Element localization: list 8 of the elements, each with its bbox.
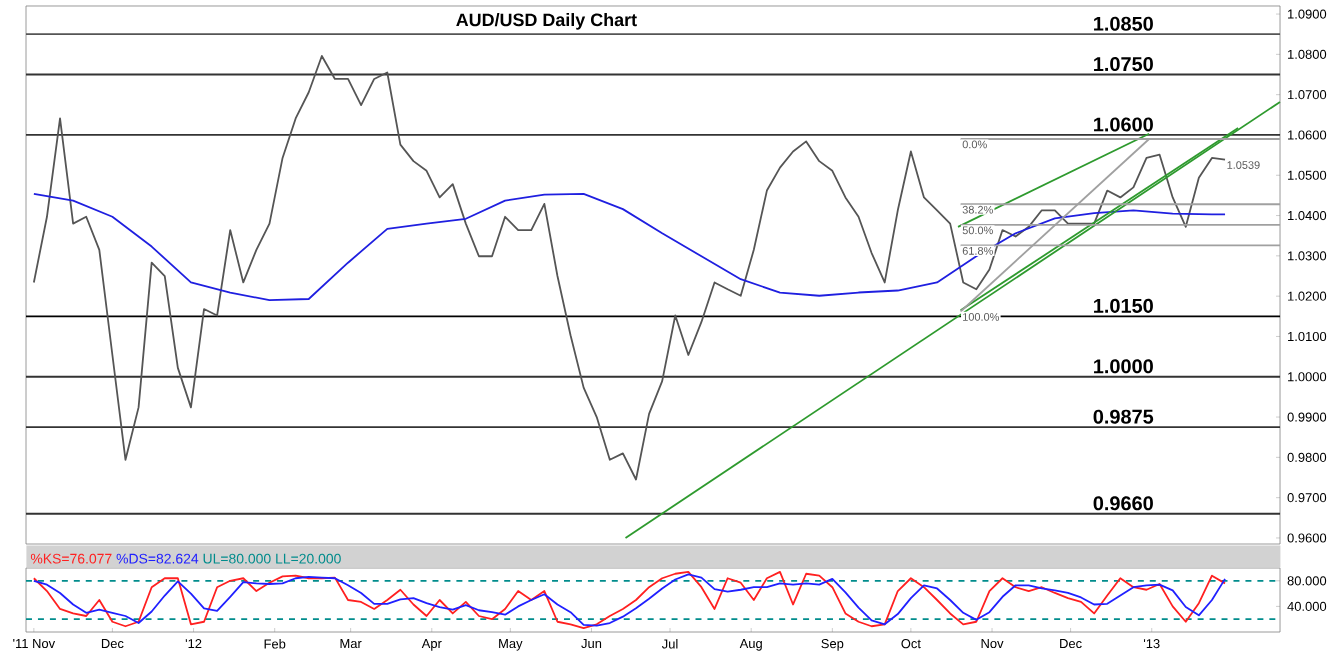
ref-line-label: 1.0150: [1094, 298, 1153, 313]
ref-line-label: 0.9660: [1093, 496, 1153, 511]
ref-line-label: 1.0750: [1094, 57, 1153, 72]
chart-title: AUD/USD Daily Chart: [456, 13, 637, 30]
ref-line-label: 0.9875: [1093, 409, 1154, 424]
ref-line-label: 1.0000: [1094, 359, 1153, 374]
ref-line-label: 1.0600: [1094, 117, 1153, 132]
ref-line-label: 1.0850: [1094, 16, 1153, 31]
